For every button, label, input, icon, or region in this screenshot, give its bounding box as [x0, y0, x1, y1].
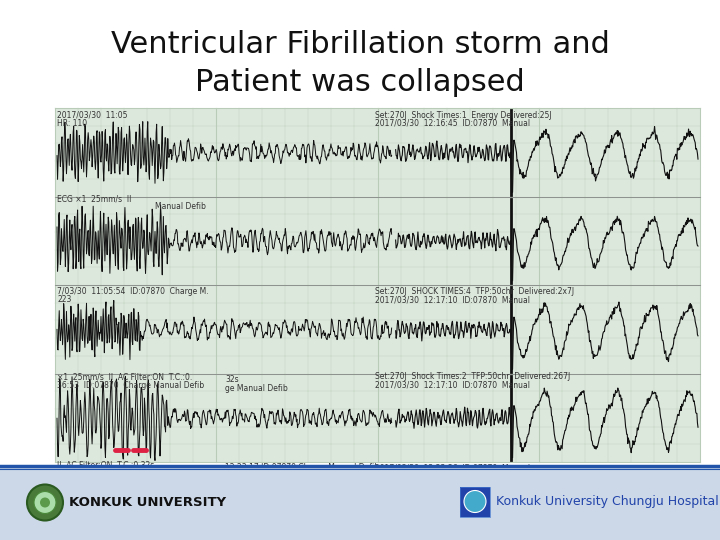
Text: Set:270J  Shock Times:2  TFP:50chr  Delivered:267J: Set:270J Shock Times:2 TFP:50chr Deliver…: [375, 372, 570, 381]
Text: Konkuk University Chungju Hospital: Konkuk University Chungju Hospital: [496, 495, 719, 508]
Text: 223: 223: [57, 295, 71, 305]
Bar: [55, 108, 700, 462]
Text: 2017/03/30  11:05: 2017/03/30 11:05: [57, 111, 127, 120]
Text: 2017/03/30  12:17:10  ID:07870  Manual: 2017/03/30 12:17:10 ID:07870 Manual: [375, 295, 530, 305]
Text: Set:270J  Shock Times:1  Energy Delivered:25J: Set:270J Shock Times:1 Energy Delivered:…: [375, 111, 552, 120]
Text: 7/03/30  11:05:54  ID:07870  Charge M.: 7/03/30 11:05:54 ID:07870 Charge M.: [57, 287, 209, 295]
Text: ge Manual Defib: ge Manual Defib: [225, 384, 288, 393]
Text: Set:270J  SHOCK TIMES:4  TFP:50chr  Delivered:2x7J: Set:270J SHOCK TIMES:4 TFP:50chr Deliver…: [375, 287, 574, 295]
Text: 2017/03/30  12:23:36  ID:07870  Manual: 2017/03/30 12:23:36 ID:07870 Manual: [375, 463, 530, 472]
Text: 12:23:17 ID:07870 Charge Manual Defib: 12:23:17 ID:07870 Charge Manual Defib: [225, 463, 379, 472]
Bar: [460, 487, 490, 516]
Text: ×1  25mm/s  II  AC Filter:ON  T.C.:0.: ×1 25mm/s II AC Filter:ON T.C.:0.: [57, 372, 192, 381]
Text: 2017/03/30  12:16:45  ID:07870  Manual: 2017/03/30 12:16:45 ID:07870 Manual: [375, 119, 530, 128]
Bar: [0, 465, 720, 540]
Bar: [460, 487, 490, 516]
Circle shape: [464, 490, 486, 512]
Text: II  AC Filter:ON  T.C.:0.32s: II AC Filter:ON T.C.:0.32s: [57, 461, 154, 469]
Text: Patient was collapsed: Patient was collapsed: [195, 68, 525, 97]
Circle shape: [40, 497, 50, 508]
Circle shape: [34, 491, 56, 514]
Text: KONKUK UNIVERSITY: KONKUK UNIVERSITY: [69, 496, 226, 509]
Text: ECG ×1  25mm/s  II: ECG ×1 25mm/s II: [57, 195, 131, 204]
Text: HR: 110: HR: 110: [57, 119, 87, 128]
Circle shape: [27, 484, 63, 521]
Text: 36:53  ID:07870  Charge Manual Defib: 36:53 ID:07870 Charge Manual Defib: [57, 381, 204, 390]
Text: 2017/03/30  12:17:10  ID:07870  Manual: 2017/03/30 12:17:10 ID:07870 Manual: [375, 381, 530, 390]
Text: 32s: 32s: [225, 375, 238, 384]
Text: Ventricular Fibrillation storm and: Ventricular Fibrillation storm and: [111, 30, 609, 59]
Text: Manual Defib: Manual Defib: [155, 202, 206, 211]
